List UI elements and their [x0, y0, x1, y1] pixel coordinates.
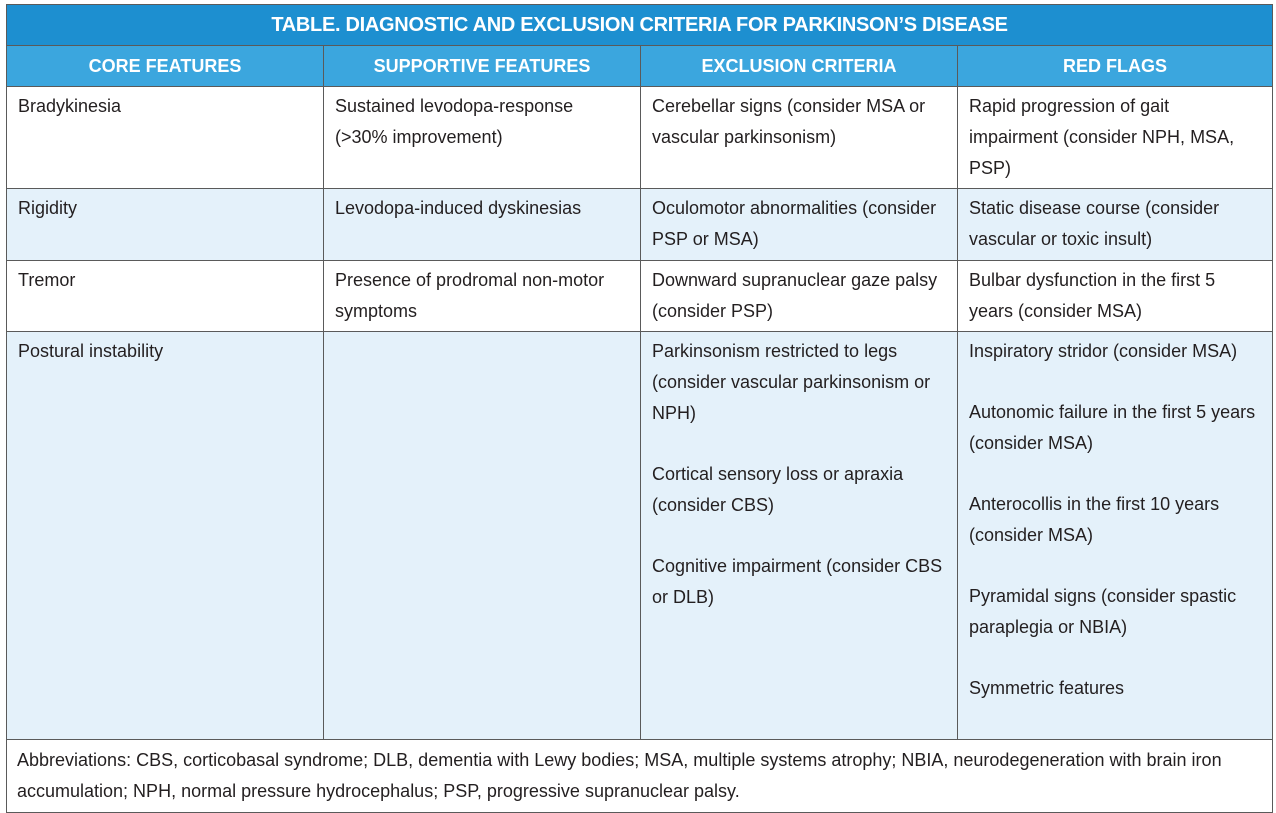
table-cell: Parkinsonism restricted to legs (conside…: [640, 331, 958, 740]
table-cell: Oculomotor abnormalities (consider PSP o…: [640, 188, 958, 261]
criteria-table: TABLE. DIAGNOSTIC AND EXCLUSION CRITERIA…: [5, 4, 1274, 813]
cell-text: Levodopa-induced dyskinesias: [335, 198, 582, 218]
table-row: Postural instability Parkinsonism restric…: [6, 331, 1274, 740]
table-cell: [323, 331, 641, 740]
table-cell: Inspiratory stridor (consider MSA) Autono…: [956, 331, 1274, 740]
cell-text: Tremor: [18, 270, 76, 290]
table-cell: Presence of prodromal non-motor symptoms: [323, 260, 641, 332]
cell-text: Cerebellar signs (consider MSA or vascul…: [652, 96, 926, 147]
header-row: CORE FEATURES SUPPORTIVE FEATURES EXCLUSIO…: [6, 45, 1274, 87]
column-header: SUPPORTIVE FEATURES: [323, 45, 641, 87]
cell-text: Inspiratory stridor (consider MSA): [969, 341, 1238, 361]
table-row: Tremor Presence of prodromal non-motor sy…: [6, 260, 1274, 332]
footnote: Abbreviations: CBS, corticobasal syndrom…: [5, 739, 1274, 813]
cell-text: Presence of prodromal non-motor symptoms: [335, 270, 605, 321]
table-cell: Rapid progression of gait impairment (co…: [956, 86, 1274, 189]
column-header: CORE FEATURES: [6, 45, 324, 87]
table-cell: Rigidity: [6, 188, 324, 261]
cell-text: Downward supranuclear gaze palsy (consid…: [652, 270, 938, 321]
table-title: TABLE. DIAGNOSTIC AND EXCLUSION CRITERIA…: [5, 4, 1274, 46]
cell-text: Autonomic failure in the first 5 years (…: [969, 402, 1256, 453]
cell-text: Cortical sensory loss or apraxia (consid…: [652, 464, 904, 515]
table-cell: Tremor: [6, 260, 324, 332]
table-cell: Downward supranuclear gaze palsy (consid…: [640, 260, 958, 332]
table-row: Rigidity Levodopa-induced dyskinesias Ocul…: [6, 188, 1274, 261]
table-row: Bradykinesia Sustained levodopa-response …: [6, 86, 1274, 189]
table-cell: Sustained levodopa-response (>30% improv…: [323, 86, 641, 189]
table-cell: Bradykinesia: [6, 86, 324, 189]
cell-text: Parkinsonism restricted to legs (conside…: [652, 341, 931, 423]
cell-text: Postural instability: [18, 341, 164, 361]
page: {"table": { "title": "TABLE. DIAGNOSTIC …: [5, 4, 1274, 813]
cell-text: Anterocollis in the first 10 years (cons…: [969, 494, 1220, 545]
cell-text: Bradykinesia: [18, 96, 122, 116]
table-cell: Bulbar dysfunction in the first 5 years …: [956, 260, 1274, 332]
table-cell: Static disease course (consider vascular…: [956, 188, 1274, 261]
cell-text: Rapid progression of gait impairment (co…: [969, 96, 1235, 178]
cell-text: Pyramidal signs (consider spastic parapl…: [969, 586, 1237, 637]
table-cell: Postural instability: [6, 331, 324, 740]
cell-text: Cognitive impairment (consider CBS or DL…: [652, 556, 943, 607]
cell-text: Sustained levodopa-response (>30% improv…: [335, 96, 574, 147]
cell-text: Rigidity: [18, 198, 78, 218]
cell-text: Static disease course (consider vascular…: [969, 198, 1220, 249]
cell-text: Bulbar dysfunction in the first 5 years …: [969, 270, 1216, 321]
cell-text: Symmetric features: [969, 678, 1125, 698]
cell-text: Oculomotor abnormalities (consider PSP o…: [652, 198, 937, 249]
table-cell: Levodopa-induced dyskinesias: [323, 188, 641, 261]
column-header: RED FLAGS: [956, 45, 1274, 87]
table-cell: Cerebellar signs (consider MSA or vascul…: [640, 86, 958, 189]
column-header: EXCLUSION CRITERIA: [640, 45, 958, 87]
